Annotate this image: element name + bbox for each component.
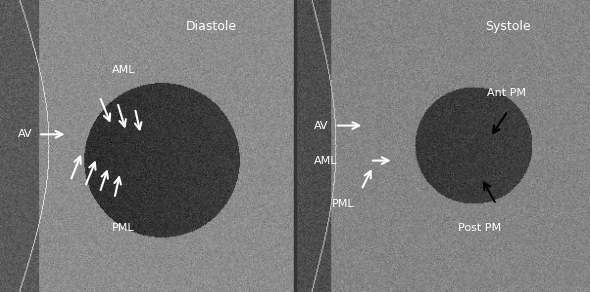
Text: AML: AML <box>314 156 338 166</box>
Text: AV: AV <box>314 121 329 131</box>
Text: PML: PML <box>112 223 134 233</box>
Text: Systole: Systole <box>485 20 531 34</box>
Text: Ant PM: Ant PM <box>487 88 526 98</box>
Text: Diastole: Diastole <box>186 20 237 34</box>
Text: PML: PML <box>332 199 355 209</box>
Text: AML: AML <box>112 65 135 75</box>
Text: Post PM: Post PM <box>458 223 501 233</box>
Text: AV: AV <box>18 129 32 139</box>
